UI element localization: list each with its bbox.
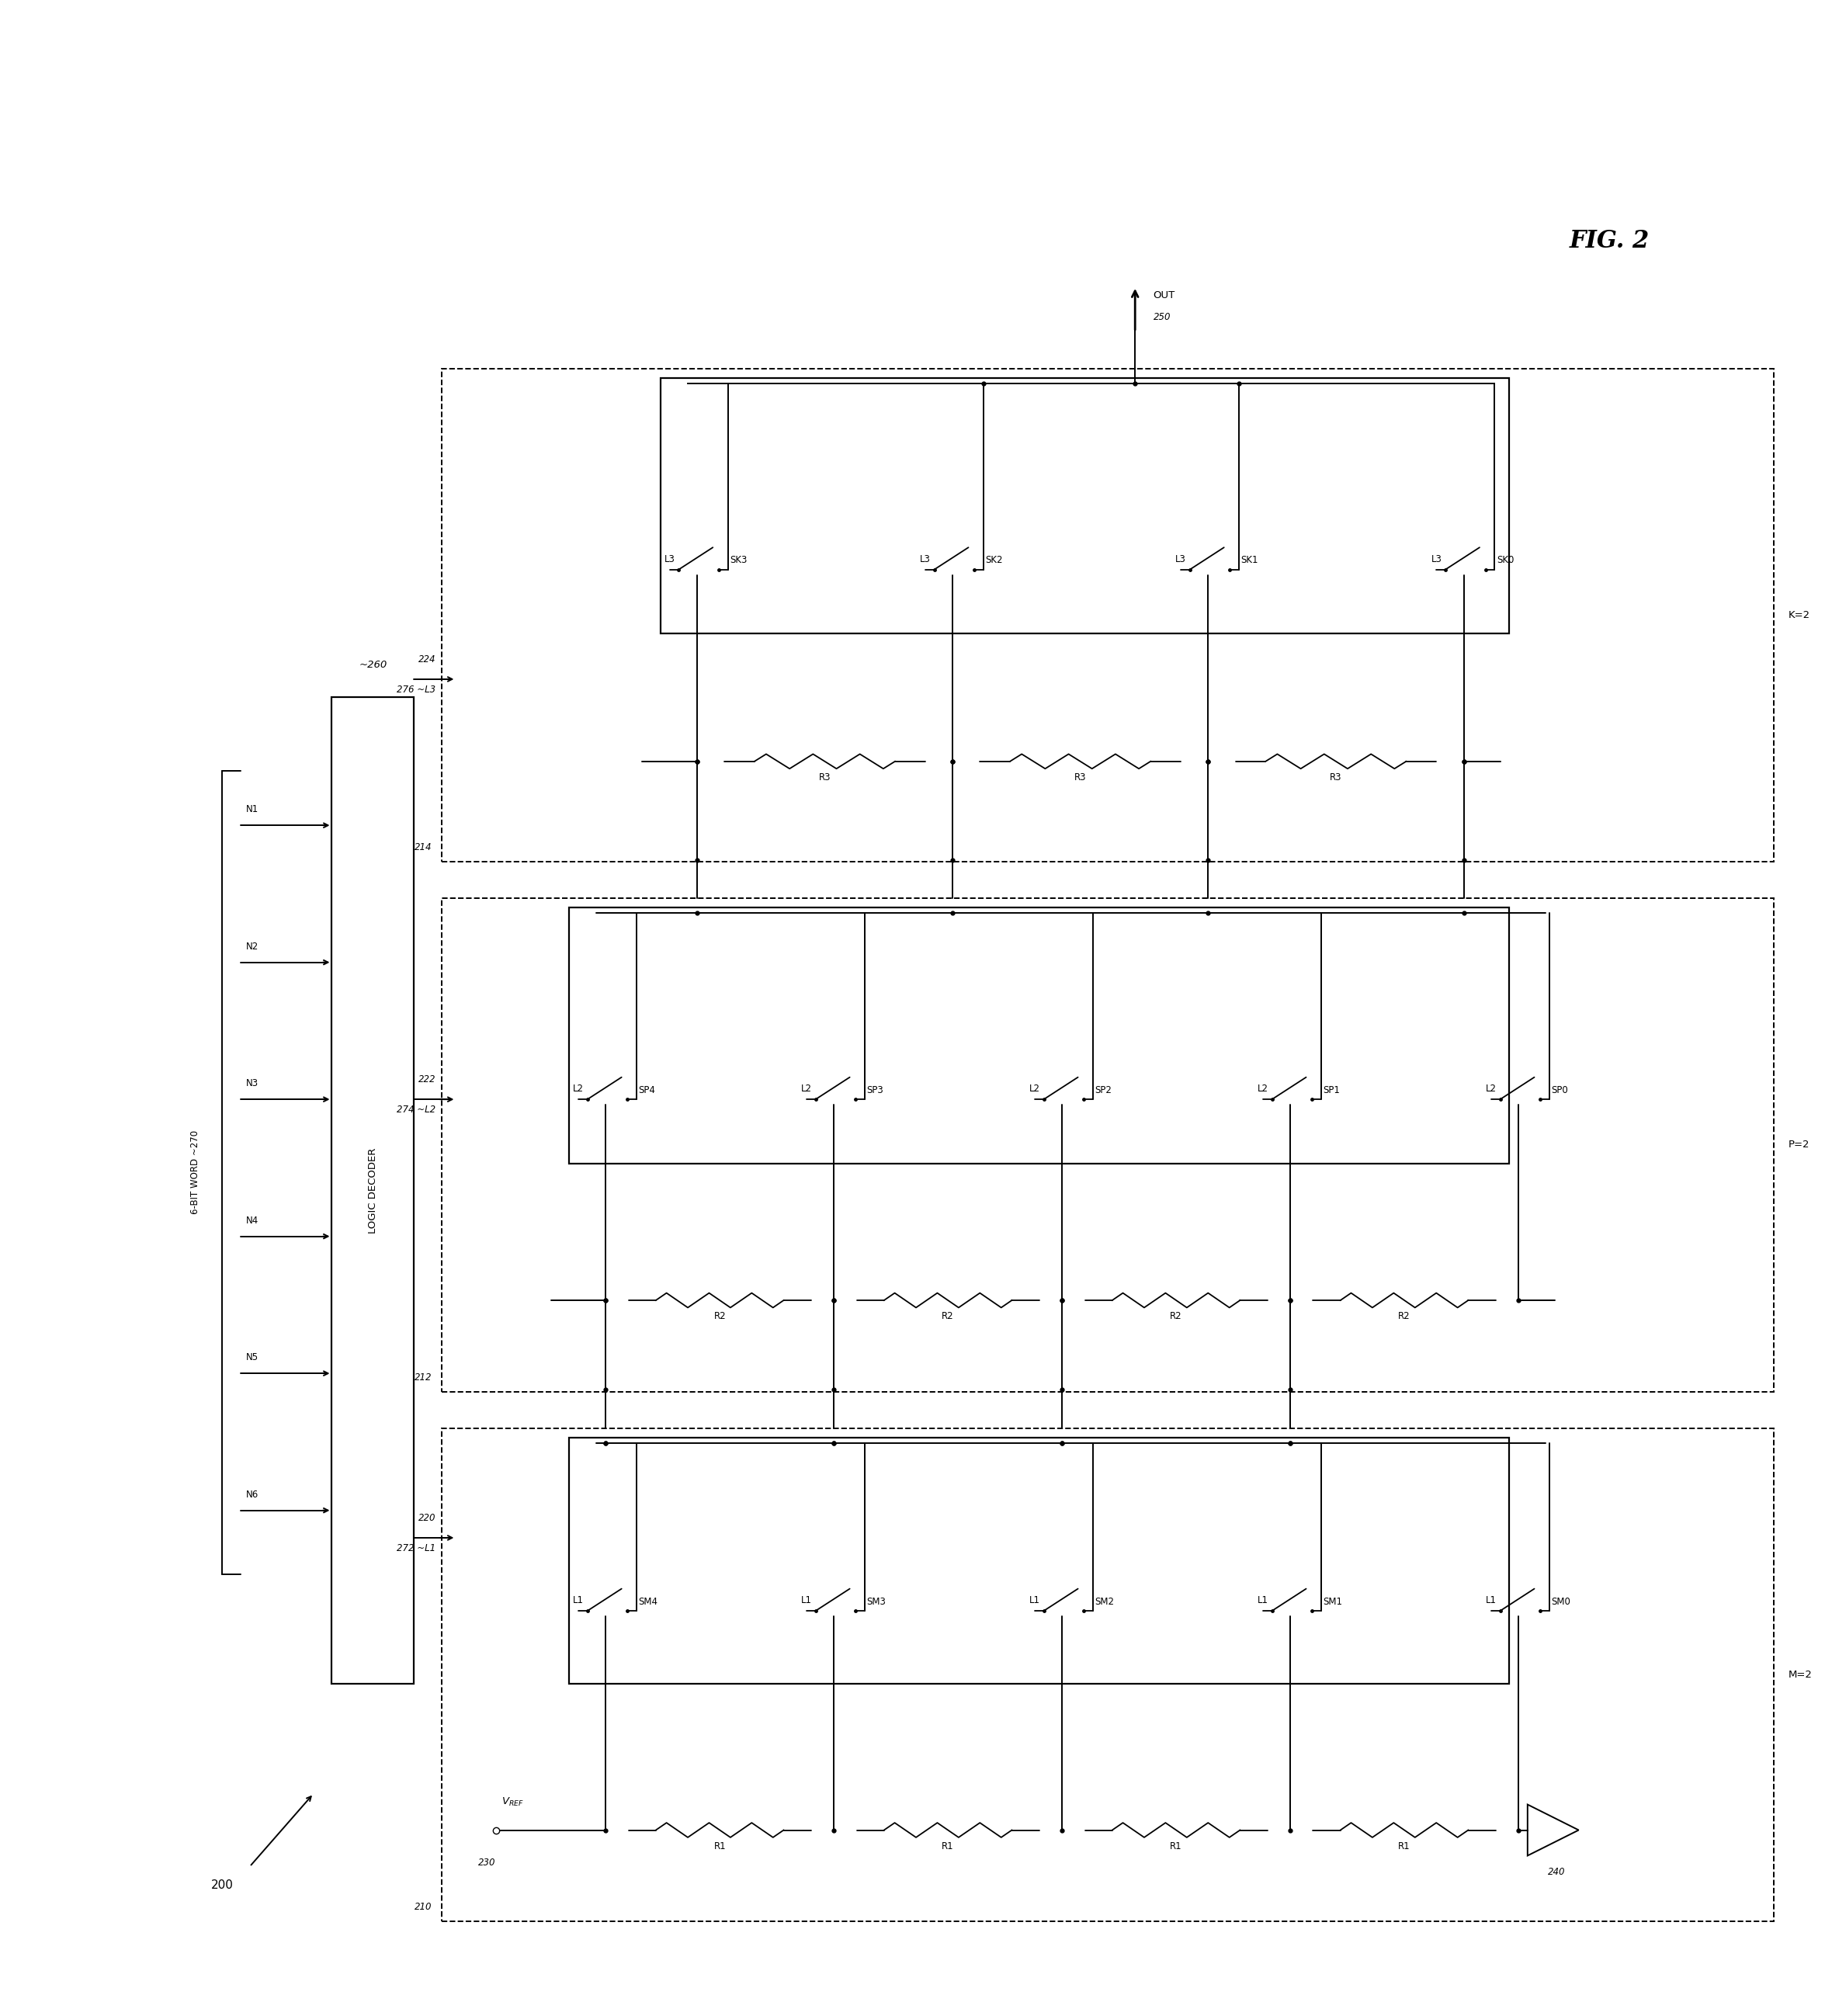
Text: SM0: SM0: [1552, 1597, 1570, 1607]
Text: OUT: OUT: [1154, 290, 1176, 300]
Text: ~260: ~260: [359, 659, 387, 669]
Text: 212: 212: [414, 1373, 432, 1383]
Text: SP0: SP0: [1552, 1085, 1568, 1095]
Text: R3: R3: [1074, 772, 1086, 782]
Bar: [442, 369, 1773, 863]
Text: 272 ~L1: 272 ~L1: [398, 1544, 436, 1554]
Bar: [660, 377, 1510, 633]
Text: SM1: SM1: [1323, 1597, 1343, 1607]
Text: L3: L3: [1431, 554, 1442, 564]
Text: L3: L3: [665, 554, 674, 564]
Text: L1: L1: [1486, 1595, 1497, 1605]
Text: SK0: SK0: [1497, 554, 1513, 564]
Text: FIG. 2: FIG. 2: [1570, 228, 1651, 252]
Text: N6: N6: [245, 1490, 258, 1500]
Text: K=2: K=2: [1788, 611, 1810, 621]
Text: R1: R1: [942, 1841, 954, 1851]
Bar: [570, 1437, 1510, 1683]
Text: L3: L3: [1176, 554, 1185, 564]
Text: SK2: SK2: [986, 554, 1002, 564]
Text: SP2: SP2: [1096, 1085, 1112, 1095]
Text: 214: 214: [414, 843, 432, 853]
Text: R2: R2: [714, 1310, 725, 1320]
Text: R2: R2: [1171, 1310, 1182, 1320]
Text: M=2: M=2: [1788, 1669, 1812, 1679]
Text: R1: R1: [714, 1841, 725, 1851]
Text: R2: R2: [1398, 1310, 1411, 1320]
Text: P=2: P=2: [1788, 1139, 1810, 1149]
Text: 220: 220: [418, 1514, 436, 1524]
Text: SK3: SK3: [729, 554, 747, 564]
Text: 222: 222: [418, 1075, 436, 1085]
Text: 6-BIT WORD ~270: 6-BIT WORD ~270: [191, 1131, 200, 1214]
Text: SP4: SP4: [639, 1085, 656, 1095]
Text: 276 ~L3: 276 ~L3: [398, 685, 436, 696]
Text: R1: R1: [1171, 1841, 1182, 1851]
Text: 250: 250: [1154, 312, 1171, 323]
Text: R3: R3: [819, 772, 830, 782]
Text: SP3: SP3: [867, 1085, 883, 1095]
Text: L1: L1: [1030, 1595, 1041, 1605]
Bar: [442, 899, 1773, 1391]
Text: 200: 200: [211, 1879, 233, 1891]
Text: 240: 240: [1548, 1867, 1566, 1877]
Text: L1: L1: [801, 1595, 812, 1605]
Text: 274 ~L2: 274 ~L2: [398, 1105, 436, 1115]
Text: R3: R3: [1330, 772, 1341, 782]
Text: 210: 210: [414, 1903, 432, 1913]
Text: N2: N2: [245, 941, 258, 952]
Text: N5: N5: [245, 1353, 258, 1363]
Text: L1: L1: [573, 1595, 584, 1605]
Text: SP1: SP1: [1323, 1085, 1339, 1095]
Text: N1: N1: [245, 804, 258, 814]
Text: L2: L2: [1030, 1085, 1041, 1095]
Text: 230: 230: [478, 1857, 496, 1867]
Bar: [332, 698, 414, 1683]
Text: LOGIC DECODER: LOGIC DECODER: [368, 1147, 377, 1234]
Text: L2: L2: [1486, 1085, 1497, 1095]
Text: L1: L1: [1257, 1595, 1268, 1605]
Bar: [570, 907, 1510, 1163]
Text: SM3: SM3: [867, 1597, 887, 1607]
Text: $V_{REF}$: $V_{REF}$: [502, 1796, 524, 1808]
Text: R2: R2: [942, 1310, 954, 1320]
Text: SM2: SM2: [1096, 1597, 1114, 1607]
Text: R1: R1: [1398, 1841, 1411, 1851]
Bar: [442, 1427, 1773, 1921]
Text: L3: L3: [920, 554, 931, 564]
Text: SM4: SM4: [639, 1597, 658, 1607]
Text: L2: L2: [1257, 1085, 1268, 1095]
Text: SK1: SK1: [1240, 554, 1259, 564]
Text: 224: 224: [418, 655, 436, 665]
Text: N4: N4: [245, 1216, 258, 1226]
Text: N3: N3: [245, 1079, 258, 1089]
Text: L2: L2: [801, 1085, 812, 1095]
Text: L2: L2: [573, 1085, 584, 1095]
